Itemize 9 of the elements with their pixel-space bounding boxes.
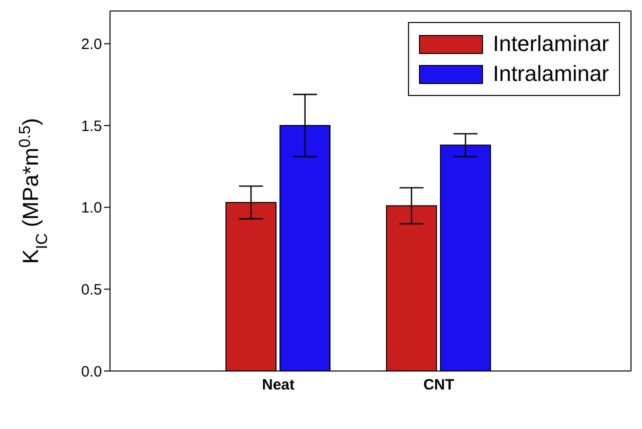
- y-tick-label: 0.5: [81, 282, 102, 299]
- y-tick-label: 2.0: [81, 36, 102, 54]
- y-tick-label: 0.0: [81, 363, 102, 380]
- legend-label: Intralaminar: [492, 60, 609, 88]
- legend-label: Interlaminar: [492, 30, 609, 58]
- x-tick-label: Neat: [262, 376, 295, 394]
- x-tick-label: CNT: [423, 376, 454, 394]
- y-tick-label: 1.5: [81, 118, 102, 135]
- y-tick-label: 1.0: [81, 200, 102, 217]
